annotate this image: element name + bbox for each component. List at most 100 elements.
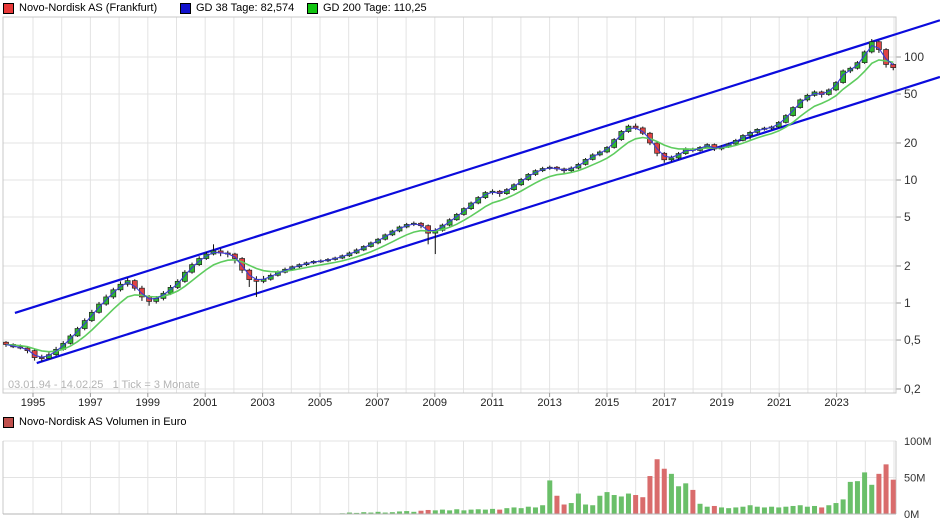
candle-body — [67, 335, 74, 344]
volume-bar — [540, 505, 546, 514]
volume-bar — [411, 511, 417, 514]
volume-bar — [690, 489, 696, 514]
volume-bar — [611, 495, 617, 514]
volume-bar — [575, 493, 581, 514]
volume-axis-label: 100M — [904, 436, 932, 448]
volume-bar — [368, 512, 374, 514]
trend-channel-lower — [36, 75, 940, 365]
year-axis-label: 2011 — [480, 397, 504, 409]
volume-bar — [840, 499, 846, 514]
candle-body — [511, 184, 517, 190]
candle-body — [182, 271, 188, 282]
candle-body — [110, 289, 117, 298]
gd38-label: GD 38 Tage: 82,574 — [196, 2, 295, 14]
candle-body — [239, 258, 245, 271]
price-axis-label: 2 — [904, 259, 911, 273]
volume-bar — [382, 512, 388, 514]
gd38-swatch-icon — [180, 2, 191, 14]
volume-bar — [425, 509, 431, 514]
volume-bar — [439, 509, 445, 514]
candle-body — [582, 159, 589, 165]
price-axis-label: 0,5 — [904, 333, 921, 347]
candle-body — [618, 131, 625, 140]
volume-bar — [740, 506, 746, 514]
price-axis-label: 1 — [904, 296, 911, 310]
volume-bar — [719, 507, 724, 514]
volume-bar — [583, 504, 589, 514]
year-axis-label: 2001 — [193, 397, 217, 409]
year-axis-label: 1995 — [21, 397, 45, 409]
volume-bar — [547, 480, 553, 514]
volume-bar — [812, 505, 818, 514]
volume-bar — [711, 505, 717, 514]
volume-bar — [833, 503, 839, 514]
price-axis-label: 100 — [904, 50, 924, 64]
volume-bar — [532, 507, 538, 514]
trend-channel-upper — [14, 19, 940, 315]
price-axis-label: 20 — [904, 136, 918, 150]
candle-body — [783, 115, 789, 123]
volume-bar — [819, 507, 825, 514]
volume-bar — [804, 506, 810, 514]
volume-bar — [454, 509, 460, 514]
volume-bar — [475, 509, 481, 514]
candle-body — [890, 64, 897, 68]
volume-bar — [432, 510, 438, 514]
candle-body — [876, 41, 882, 50]
candle-body — [81, 320, 88, 329]
year-axis-label: 2015 — [595, 397, 619, 409]
volume-bar — [490, 508, 496, 514]
volume-bar — [468, 509, 474, 514]
volume-bar — [389, 512, 395, 514]
price-axis-label: 50 — [904, 87, 918, 101]
year-axis-label: 1999 — [136, 397, 160, 409]
gd200-swatch-icon — [307, 2, 318, 14]
volume-bar — [790, 505, 796, 514]
year-axis-label: 1997 — [78, 397, 102, 409]
volume-bar — [876, 473, 882, 514]
candle-body — [883, 49, 889, 65]
candle-body — [74, 328, 81, 337]
candle-body — [833, 82, 839, 91]
volume-bar — [597, 495, 603, 514]
volume-bar — [661, 468, 667, 514]
price-axis-label: 0,2 — [904, 382, 921, 396]
volume-bar — [883, 464, 889, 514]
year-axis-label: 2007 — [365, 397, 389, 409]
price-axis-label: 10 — [904, 173, 918, 187]
volume-bar — [568, 503, 574, 514]
candle-body — [89, 311, 95, 321]
volume-bar — [525, 506, 531, 514]
candle-body — [797, 99, 804, 108]
year-axis-label: 2013 — [537, 397, 561, 409]
volume-axis-label: 50M — [904, 473, 925, 485]
volume-bar — [633, 495, 639, 514]
volume-bar — [604, 492, 610, 514]
legend-item-volume: Novo-Nordisk AS Volumen in Euro — [3, 416, 187, 428]
volume-bar — [776, 507, 782, 514]
year-axis-label: 2017 — [652, 397, 676, 409]
ma-line-gd-200-tage — [5, 59, 894, 353]
volume-axis-label: 0M — [904, 509, 919, 521]
candle-body — [868, 41, 875, 53]
candle-body — [446, 219, 453, 226]
volume-bar — [826, 505, 832, 514]
volume-bar — [683, 483, 689, 514]
volume-bar — [511, 507, 517, 514]
volume-bar — [625, 493, 631, 514]
volume-bar — [704, 506, 710, 514]
volume-bar — [518, 508, 524, 514]
volume-bar — [618, 496, 624, 514]
volume-series-label: Novo-Nordisk AS Volumen in Euro — [19, 416, 187, 428]
ma-line-gd-38-tage — [5, 44, 894, 358]
year-axis-label: 2021 — [767, 397, 791, 409]
volume-bar — [497, 509, 503, 514]
volume-bar — [346, 512, 352, 514]
volume-bar — [461, 510, 467, 514]
volume-bar — [862, 472, 868, 514]
volume-bar — [354, 512, 360, 514]
candle-body — [3, 341, 9, 345]
candle-body — [31, 350, 38, 358]
volume-bar — [869, 484, 875, 514]
